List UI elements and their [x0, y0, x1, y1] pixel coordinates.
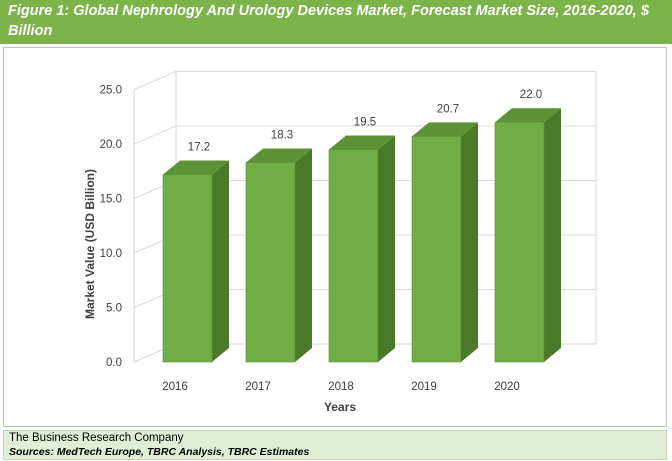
bars-layer [162, 108, 561, 363]
y-tick-label: 5.0 [106, 303, 122, 315]
x-tick-label: 2016 [162, 381, 188, 393]
x-axis-title: Years [324, 400, 356, 414]
bar-top [246, 148, 312, 163]
company-name: The Business Research Company [9, 432, 184, 444]
sources-note: Sources: MedTech Europe, TBRC Analysis, … [9, 446, 310, 458]
x-tick-label: 2019 [411, 381, 437, 393]
x-tick-label: 2017 [245, 381, 271, 393]
bar-2016 [162, 174, 213, 363]
bar-side [295, 148, 312, 362]
data-label: 20.7 [437, 103, 459, 115]
data-label: 19.5 [354, 116, 376, 128]
gridline-side [133, 125, 177, 145]
figure-footer: The Business Research Company Sources: M… [3, 430, 667, 460]
figure-header: Figure 1: Global Nephrology And Urology … [0, 0, 672, 44]
y-axis-title: Market Value (USD Billion) [83, 169, 97, 319]
bar-side [378, 135, 395, 362]
bar-2017 [245, 162, 296, 363]
bar-top [163, 160, 229, 175]
bar-side [544, 108, 561, 362]
bar-side [461, 122, 478, 363]
data-label: 18.3 [271, 130, 293, 142]
y-tick-label: 25.0 [100, 85, 122, 97]
labels-layer: 17.2 2016 18.3 2017 19.5 2018 20.7 2019 22.0 2020 [162, 89, 542, 393]
bar-top [412, 122, 478, 137]
y-tick-label: 15.0 [100, 194, 122, 206]
x-tick-label: 2020 [494, 381, 520, 393]
y-tick-label: 0.0 [106, 357, 122, 369]
gridline-side [133, 71, 177, 90]
bar-top [495, 108, 561, 123]
y-tick-label: 10.0 [100, 248, 122, 260]
bar-top [329, 135, 395, 150]
data-label: 22.0 [520, 89, 542, 101]
figure-title: Figure 1: Global Nephrology And Urology … [8, 3, 649, 39]
bar-2018 [328, 149, 379, 363]
y-tick-label: 20.0 [100, 139, 122, 151]
bar-2020 [494, 121, 545, 363]
data-label: 17.2 [188, 142, 210, 154]
x-tick-label: 2018 [328, 381, 354, 393]
bar-side [212, 160, 229, 362]
bar-2019 [411, 136, 462, 363]
